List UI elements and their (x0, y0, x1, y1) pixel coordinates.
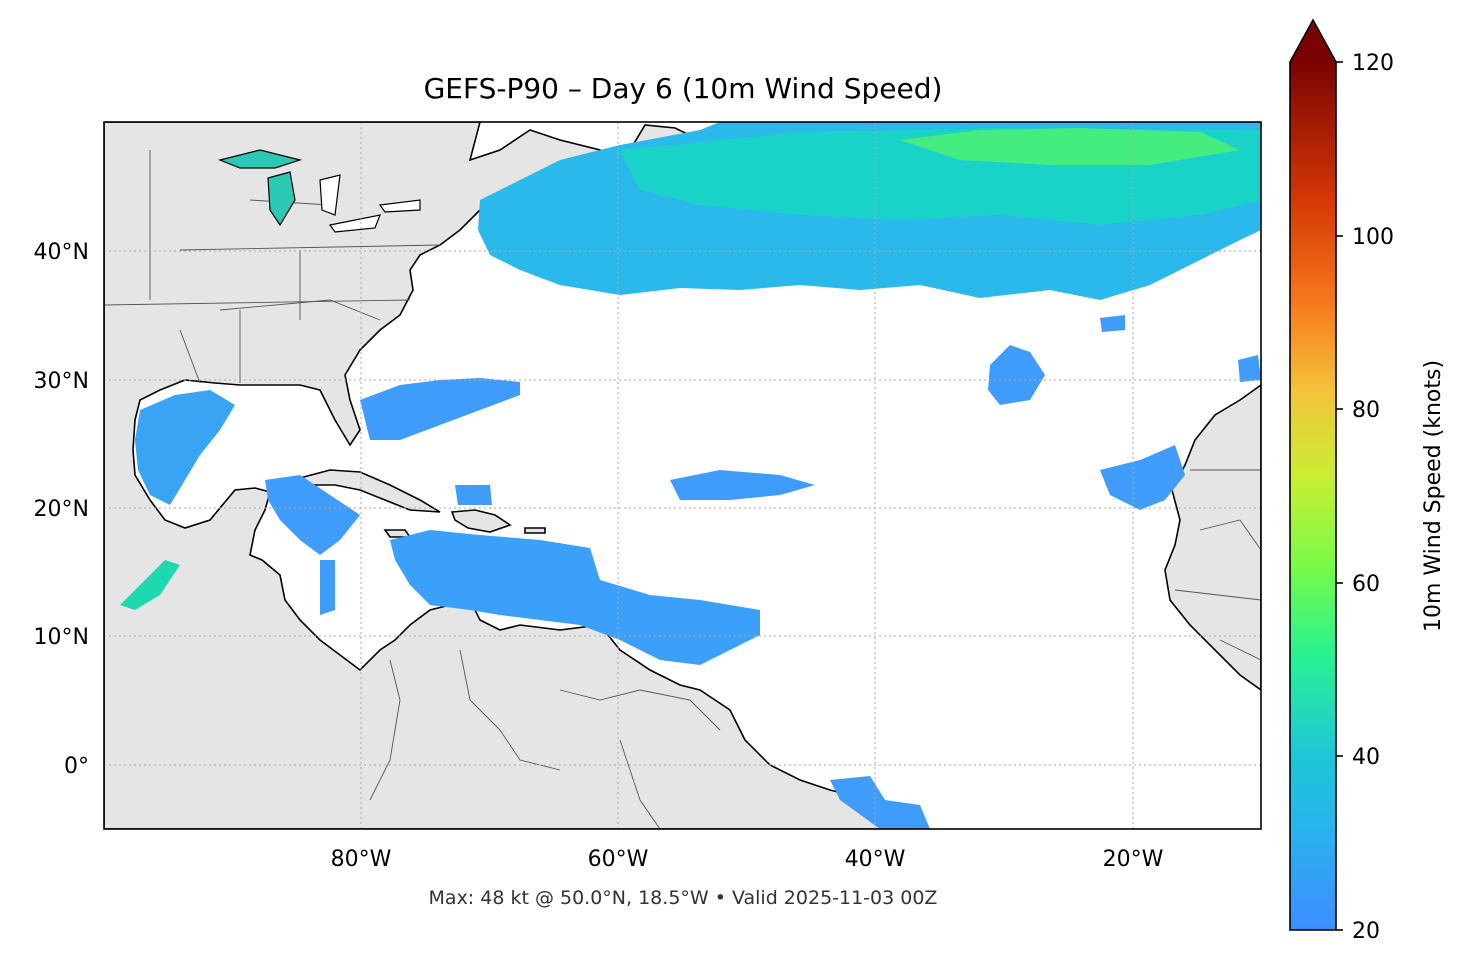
map-title: GEFS-P90 – Day 6 (10m Wind Speed) (424, 72, 943, 105)
colorbar: 20 40 60 80 100 120 10m Wind Speed (knot… (1289, 18, 1446, 944)
wind-east-patch (1238, 355, 1261, 382)
wind-patch-mid2 (1100, 315, 1125, 332)
lon-tick-labels: 80°W 60°W 40°W 20°W (331, 847, 1164, 872)
wind-brazil-coast (830, 776, 930, 829)
colorbar-ticks (1336, 61, 1343, 931)
max-wind-annotation: Max: 48 kt @ 50.0°N, 18.5°W • Valid 2025… (429, 887, 938, 909)
wind-bahamas (360, 378, 520, 440)
africa-land (1164, 384, 1261, 691)
colorbar-gradient (1290, 62, 1336, 930)
wind-canaries (1100, 445, 1185, 510)
colorbar-tick-label: 100 (1352, 225, 1394, 250)
north-america-land (104, 122, 927, 829)
lat-tick-label: 30°N (34, 369, 89, 394)
lon-tick-label: 80°W (331, 847, 392, 872)
wind-tehuantepec (120, 560, 180, 610)
colorbar-outline (1289, 18, 1337, 931)
colorbar-tick-labels: 20 40 60 80 100 120 (1352, 51, 1394, 944)
colorbar-tick-label: 20 (1352, 919, 1380, 944)
great-lakes (218, 149, 421, 233)
wind-patch-mid (455, 485, 492, 505)
lat-tick-label: 10°N (34, 625, 89, 650)
puerto-rico-land (524, 527, 546, 534)
lat-tick-label: 0° (64, 754, 89, 779)
lat-tick-labels: 40°N 30°N 20°N 10°N 0° (34, 240, 89, 779)
wind-azores (988, 345, 1045, 405)
wind-max-north-atlantic (900, 128, 1240, 165)
wind-gulf-of-mexico (135, 390, 235, 505)
colorbar-label: 10m Wind Speed (knots) (1421, 360, 1446, 632)
colorbar-tick-label: 60 (1352, 572, 1380, 597)
map-plot-area (104, 122, 1261, 829)
map-frame (103, 121, 1262, 830)
hispaniola-land (450, 509, 512, 533)
land-masses (104, 122, 1261, 829)
lat-tick-label: 40°N (34, 240, 89, 265)
colorbar-extend-arrow (1290, 20, 1336, 62)
lat-tick-label: 20°N (34, 497, 89, 522)
lon-tick-label: 40°W (845, 847, 906, 872)
wind-speed-field (120, 122, 1261, 829)
lon-tick-label: 60°W (588, 847, 649, 872)
cuba-land (298, 469, 441, 513)
wind-caribbean (390, 530, 760, 665)
wind-honduras-coast (320, 560, 335, 615)
lon-tick-label: 20°W (1103, 847, 1164, 872)
wind-west-caribbean (265, 475, 360, 555)
colorbar-tick-label: 120 (1352, 51, 1394, 76)
colorbar-tick-label: 80 (1352, 398, 1380, 423)
wind-central-atlantic (670, 470, 815, 500)
colorbar-tick-label: 40 (1352, 745, 1380, 770)
